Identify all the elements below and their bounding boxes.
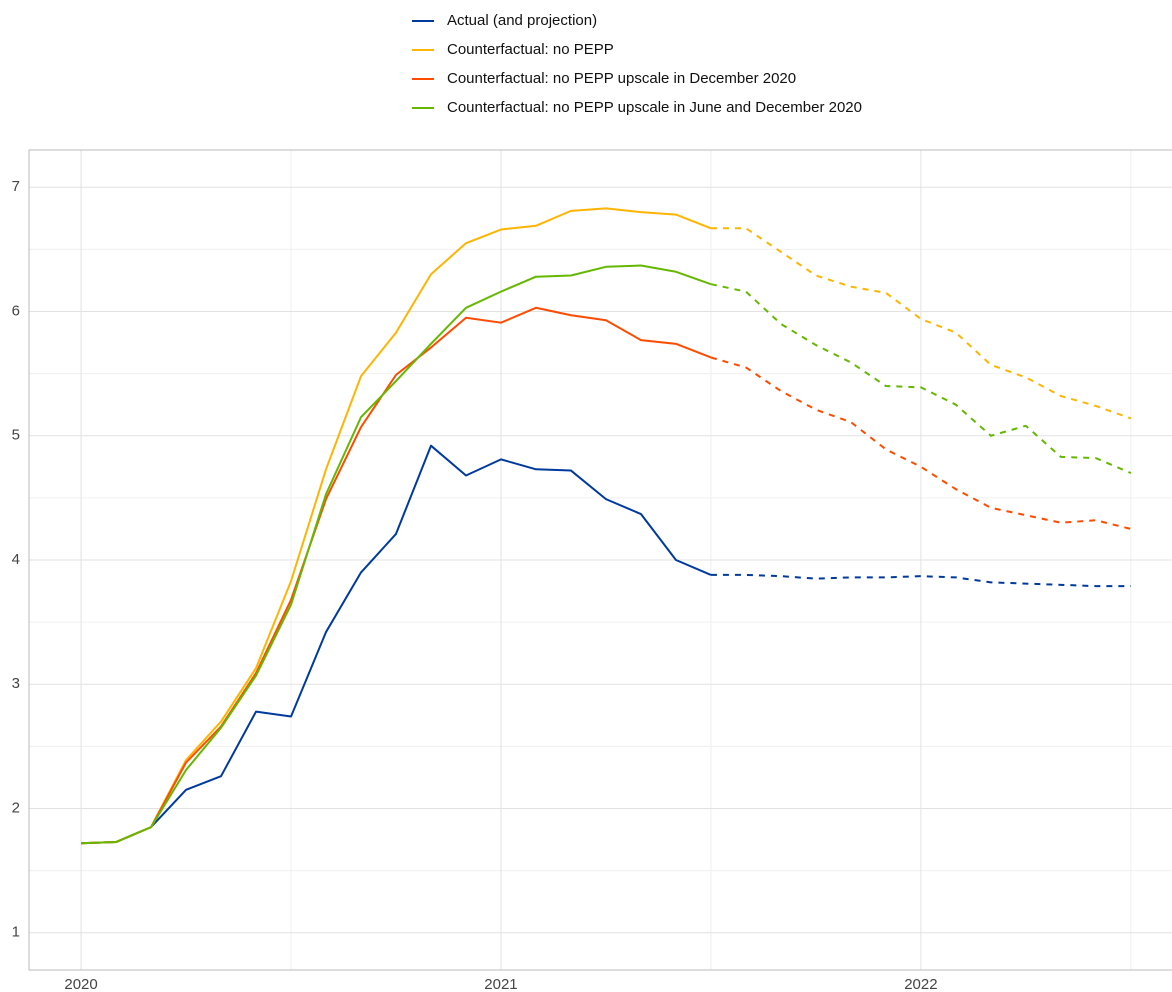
y-tick-label: 5: [12, 427, 20, 444]
series-line: [81, 207, 712, 845]
x-tick-label: 2020: [64, 976, 97, 992]
legend-label: Counterfactual: no PEPP: [447, 41, 614, 58]
series-line: [710, 573, 1131, 588]
y-tick-label: 4: [12, 551, 20, 568]
legend-label: Actual (and projection): [447, 12, 597, 29]
x-tick-label: 2022: [904, 976, 937, 992]
series-line: [81, 306, 712, 845]
series-line: [81, 444, 712, 845]
y-tick-label: 2: [12, 799, 20, 816]
legend-label: Counterfactual: no PEPP upscale in Decem…: [447, 70, 796, 87]
axis-frame: [28, 149, 1172, 971]
series-line: [710, 283, 1132, 474]
x-tick-label: 2021: [484, 976, 517, 992]
legend-label: Counterfactual: no PEPP upscale in June …: [447, 99, 862, 116]
y-tick-label: 6: [12, 302, 20, 319]
y-tick-label: 7: [12, 178, 20, 195]
series-line: [710, 227, 1132, 420]
series-line: [81, 264, 712, 845]
y-tick-label: 1: [12, 924, 20, 941]
y-tick-label: 3: [12, 675, 20, 692]
